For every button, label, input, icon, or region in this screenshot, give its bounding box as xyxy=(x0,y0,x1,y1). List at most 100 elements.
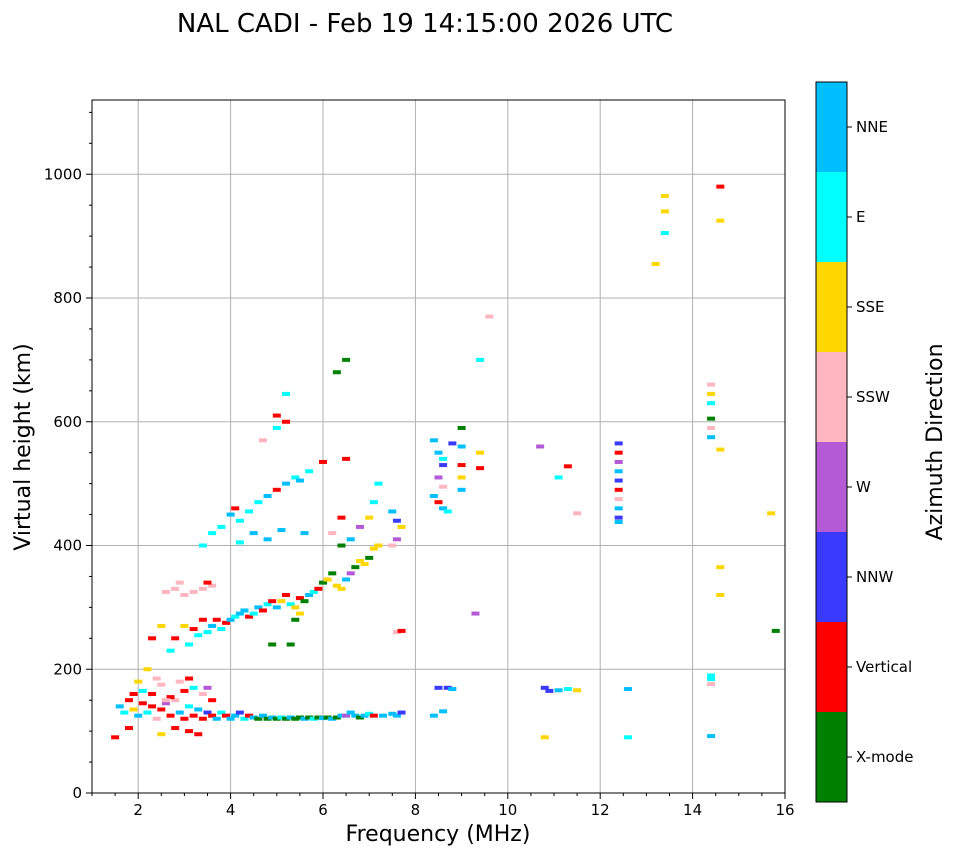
echo-point xyxy=(707,435,716,440)
colorbar: X-mode Vertical NNW W SSW SSE E NNE xyxy=(815,81,913,803)
echo-point xyxy=(351,565,360,570)
echo-point xyxy=(360,562,369,567)
echo-point xyxy=(707,673,716,678)
colorbar-tick-label: SSW xyxy=(856,388,890,406)
echo-point xyxy=(392,537,401,542)
echo-point xyxy=(707,391,716,396)
echo-point xyxy=(185,676,194,681)
echo-point xyxy=(614,478,623,483)
echo-point xyxy=(328,716,337,721)
echo-point xyxy=(291,605,300,610)
echo-point xyxy=(217,627,226,632)
echo-point xyxy=(355,558,364,563)
echo-point xyxy=(286,602,295,607)
echo-point xyxy=(124,698,133,703)
echo-point xyxy=(258,608,267,613)
colorbar-tick-label: W xyxy=(856,478,871,496)
echo-point xyxy=(554,688,563,693)
colorbar-tick-label: Vertical xyxy=(856,658,912,676)
echo-point xyxy=(614,469,623,474)
echo-point xyxy=(161,698,170,703)
echo-point xyxy=(254,500,263,505)
echo-point xyxy=(291,716,300,721)
echo-point xyxy=(379,713,388,718)
echo-point xyxy=(272,425,281,430)
echo-point xyxy=(295,478,304,483)
echo-point xyxy=(614,487,623,492)
colorbar-frame xyxy=(815,81,848,803)
echo-point xyxy=(249,531,258,536)
echo-point xyxy=(716,565,725,570)
echo-point xyxy=(198,617,207,622)
plot-area xyxy=(92,100,785,793)
colorbar-segment xyxy=(816,262,847,352)
x-tick-label: 2 xyxy=(133,801,143,819)
echo-point xyxy=(443,685,452,690)
echo-point xyxy=(614,506,623,511)
echo-point xyxy=(337,713,346,718)
echo-point xyxy=(171,586,180,591)
echo-point xyxy=(346,537,355,542)
y-tick-label: 800 xyxy=(53,289,82,307)
echo-point xyxy=(235,540,244,545)
echo-point xyxy=(573,688,582,693)
echo-point xyxy=(268,599,277,604)
echo-point xyxy=(272,487,281,492)
echo-point xyxy=(272,716,281,721)
echo-point xyxy=(707,425,716,430)
echo-point xyxy=(434,500,443,505)
echo-point xyxy=(138,701,147,706)
echo-point xyxy=(319,716,327,721)
echo-point xyxy=(614,515,623,520)
echo-points xyxy=(111,184,780,740)
echo-point xyxy=(388,509,397,514)
echo-point xyxy=(138,688,147,693)
echo-point xyxy=(258,438,267,443)
echo-point xyxy=(286,642,295,647)
echo-point xyxy=(180,716,189,721)
echo-point xyxy=(660,209,669,214)
echo-point xyxy=(305,593,314,597)
echo-point xyxy=(319,459,327,464)
echo-point xyxy=(282,716,291,721)
echo-point xyxy=(254,716,263,721)
echo-point xyxy=(171,636,180,641)
echo-point xyxy=(614,519,623,524)
echo-point xyxy=(374,543,383,548)
echo-point xyxy=(212,716,221,721)
echo-point xyxy=(429,438,438,443)
echo-point xyxy=(305,715,314,720)
echo-point xyxy=(614,459,623,464)
echo-point xyxy=(203,685,212,690)
echo-point xyxy=(208,623,217,628)
echo-point xyxy=(258,713,267,718)
echo-point xyxy=(342,713,351,718)
echo-point xyxy=(291,617,300,622)
echo-point xyxy=(365,515,374,520)
echo-point xyxy=(443,509,452,514)
echo-point xyxy=(540,685,549,690)
echo-point xyxy=(457,463,466,468)
echo-point xyxy=(263,537,272,542)
echo-point xyxy=(365,555,374,560)
echo-point xyxy=(180,688,189,693)
echo-point xyxy=(282,391,291,396)
x-tick-label: 10 xyxy=(498,801,517,819)
echo-point xyxy=(328,571,337,576)
echo-point xyxy=(476,357,485,362)
echo-point xyxy=(300,599,309,604)
echo-point xyxy=(716,184,725,189)
echo-point xyxy=(277,599,286,604)
x-tick-label: 8 xyxy=(411,801,421,819)
echo-point xyxy=(476,466,485,471)
x-tick-label: 16 xyxy=(775,801,794,819)
colorbar-tick-label: E xyxy=(856,208,865,226)
echo-point xyxy=(337,515,346,520)
x-tick-label: 4 xyxy=(226,801,236,819)
echo-point xyxy=(397,524,406,529)
echo-point xyxy=(439,463,448,468)
y-tick-label: 400 xyxy=(53,537,82,555)
echo-point xyxy=(351,713,360,718)
echo-point xyxy=(185,704,194,709)
echo-point xyxy=(295,715,304,720)
